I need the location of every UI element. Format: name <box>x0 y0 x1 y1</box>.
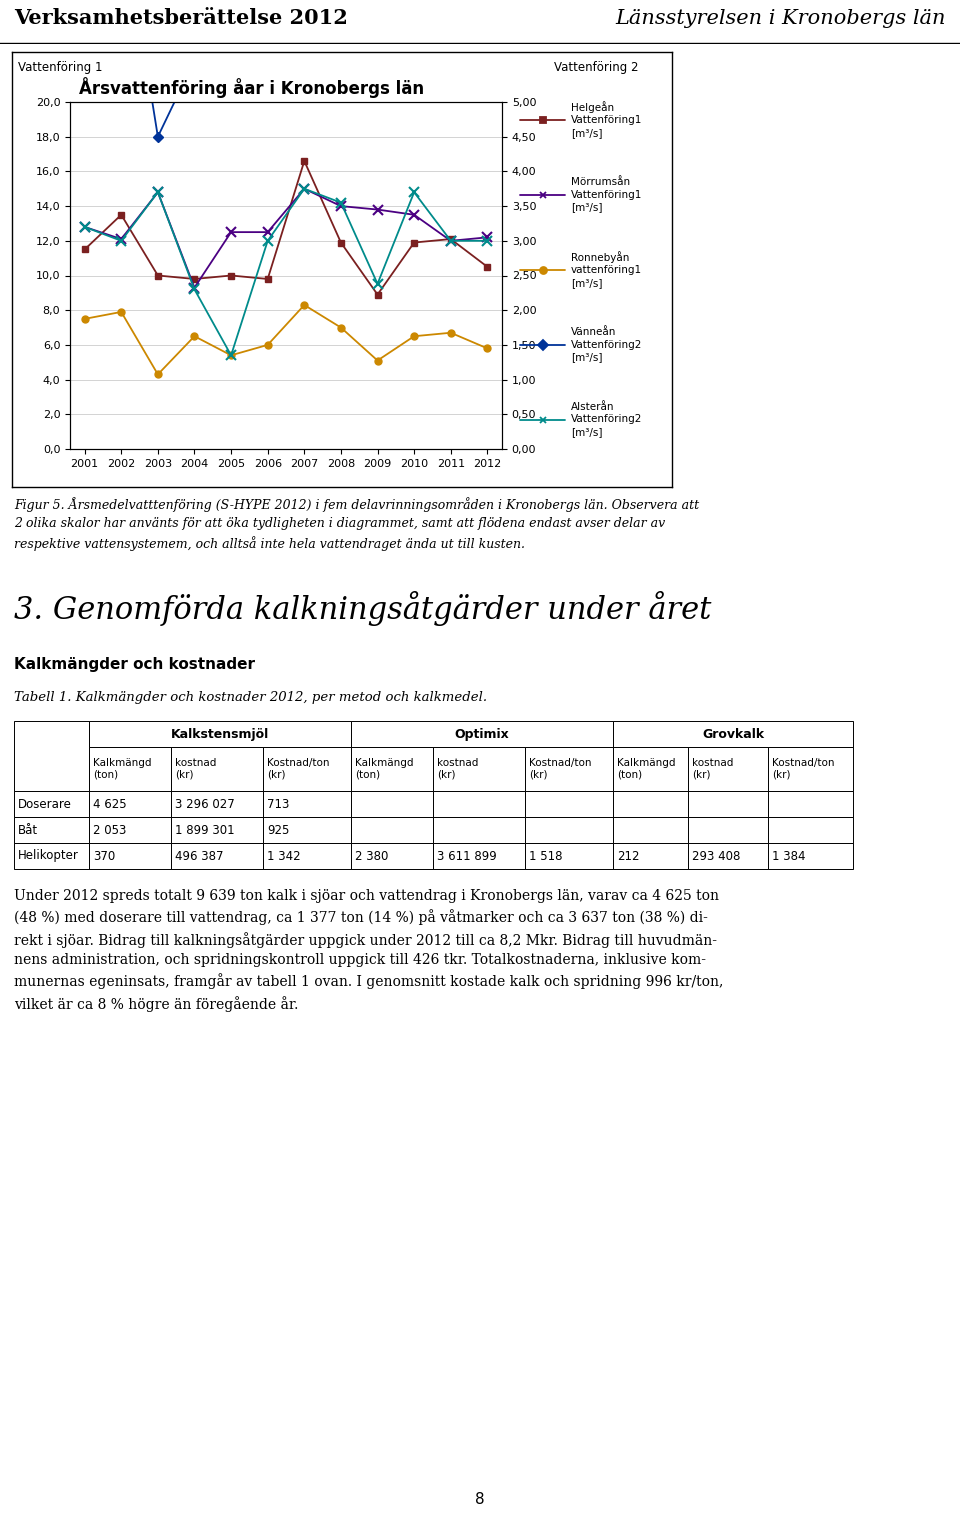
Text: Tabell 1. Kalkmängder och kostnader 2012, per metod och kalkmedel.: Tabell 1. Kalkmängder och kostnader 2012… <box>14 691 487 705</box>
Bar <box>171 817 263 843</box>
Text: kostnad
(kr): kostnad (kr) <box>692 758 733 779</box>
Bar <box>433 791 525 817</box>
Bar <box>433 747 525 791</box>
Text: 1 342: 1 342 <box>267 849 300 862</box>
Bar <box>688 791 768 817</box>
Bar <box>171 791 263 817</box>
Bar <box>14 843 89 868</box>
Bar <box>525 843 613 868</box>
Text: 1 518: 1 518 <box>529 849 563 862</box>
Text: Under 2012 spreds totalt 9 639 ton kalk i sjöar och vattendrag i Kronobergs län,: Under 2012 spreds totalt 9 639 ton kalk … <box>14 890 724 1012</box>
Text: 925: 925 <box>267 823 289 837</box>
Text: Vänneån
Vattenföring2
[m³/s]: Vänneån Vattenföring2 [m³/s] <box>571 327 642 362</box>
Bar <box>89 722 351 747</box>
Text: 212: 212 <box>617 849 639 862</box>
Text: Helikopter: Helikopter <box>18 849 79 862</box>
Bar <box>768 747 853 791</box>
Bar <box>768 817 853 843</box>
Bar <box>14 722 89 791</box>
Bar <box>525 747 613 791</box>
Bar <box>171 843 263 868</box>
Text: Doserare: Doserare <box>18 797 72 811</box>
Text: 713: 713 <box>267 797 289 811</box>
Bar <box>525 791 613 817</box>
Bar <box>433 817 525 843</box>
Bar <box>688 843 768 868</box>
Text: 3 296 027: 3 296 027 <box>175 797 235 811</box>
Bar <box>613 722 853 747</box>
Text: Verksamhetsberättelse 2012: Verksamhetsberättelse 2012 <box>14 8 348 29</box>
Text: 2 380: 2 380 <box>355 849 389 862</box>
Text: Optimix: Optimix <box>455 728 510 740</box>
Text: 2 053: 2 053 <box>93 823 127 837</box>
Bar <box>525 817 613 843</box>
Text: Vattenföring 1: Vattenföring 1 <box>18 61 103 74</box>
Bar <box>613 791 688 817</box>
Bar <box>263 843 351 868</box>
Text: 3 611 899: 3 611 899 <box>437 849 496 862</box>
Bar <box>263 747 351 791</box>
Text: 1 899 301: 1 899 301 <box>175 823 234 837</box>
Text: 3. Genomförda kalkningsåtgärder under året: 3. Genomförda kalkningsåtgärder under år… <box>14 592 711 626</box>
Text: Mörrumsån
Vattenföring1
[m³/s]: Mörrumsån Vattenföring1 [m³/s] <box>571 177 642 212</box>
Text: Kalkstensmjöl: Kalkstensmjöl <box>171 728 269 740</box>
Text: Kalkmängd
(ton): Kalkmängd (ton) <box>93 758 152 779</box>
Bar <box>688 817 768 843</box>
Bar <box>351 747 433 791</box>
Bar <box>89 747 171 791</box>
Text: 8: 8 <box>475 1492 485 1507</box>
Text: Kostnad/ton
(kr): Kostnad/ton (kr) <box>772 758 834 779</box>
Text: 293 408: 293 408 <box>692 849 740 862</box>
Bar <box>613 747 688 791</box>
Text: Kalkmängd
(ton): Kalkmängd (ton) <box>617 758 676 779</box>
Text: Helgeån
Vattenföring1
[m³/s]: Helgeån Vattenföring1 [m³/s] <box>571 101 642 138</box>
Bar <box>14 817 89 843</box>
Text: kostnad
(kr): kostnad (kr) <box>437 758 478 779</box>
Bar <box>14 791 89 817</box>
Bar <box>351 817 433 843</box>
Bar <box>433 843 525 868</box>
Bar <box>89 791 171 817</box>
Text: Årsvattenföring åar i Kronobergs län: Årsvattenföring åar i Kronobergs län <box>79 77 423 98</box>
Text: Kostnad/ton
(kr): Kostnad/ton (kr) <box>529 758 591 779</box>
Bar <box>768 791 853 817</box>
Text: Alsterån
Vattenföring2
[m³/s]: Alsterån Vattenföring2 [m³/s] <box>571 402 642 437</box>
Bar <box>263 817 351 843</box>
Text: 496 387: 496 387 <box>175 849 224 862</box>
Text: kostnad
(kr): kostnad (kr) <box>175 758 216 779</box>
Text: 4 625: 4 625 <box>93 797 127 811</box>
Bar <box>263 791 351 817</box>
Bar <box>613 817 688 843</box>
Text: Båt: Båt <box>18 823 38 837</box>
Bar <box>89 843 171 868</box>
Bar <box>613 843 688 868</box>
Text: Figur 5. Årsmedelvatttenföring (S-HYPE 2012) i fem delavrinningsområden i Kronob: Figur 5. Årsmedelvatttenföring (S-HYPE 2… <box>14 496 699 551</box>
Bar <box>351 791 433 817</box>
Bar <box>89 817 171 843</box>
Text: Kostnad/ton
(kr): Kostnad/ton (kr) <box>267 758 329 779</box>
Bar <box>171 747 263 791</box>
Text: Länsstyrelsen i Kronobergs län: Länsstyrelsen i Kronobergs län <box>615 9 946 27</box>
Text: Kalkmängd
(ton): Kalkmängd (ton) <box>355 758 414 779</box>
Text: Vattenföring 2: Vattenföring 2 <box>554 61 638 74</box>
Bar <box>688 747 768 791</box>
Text: 370: 370 <box>93 849 115 862</box>
Text: Grovkalk: Grovkalk <box>702 728 764 740</box>
Text: 1 384: 1 384 <box>772 849 805 862</box>
Bar <box>768 843 853 868</box>
Text: Ronnebyån
vattenföring1
[m³/s]: Ronnebyån vattenföring1 [m³/s] <box>571 251 642 287</box>
Bar <box>351 843 433 868</box>
Text: Kalkmängder och kostnader: Kalkmängder och kostnader <box>14 658 255 672</box>
Bar <box>351 722 613 747</box>
